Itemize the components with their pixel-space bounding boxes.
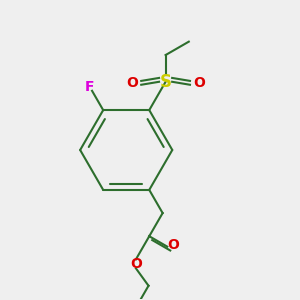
Text: S: S: [160, 73, 172, 91]
Text: F: F: [85, 80, 94, 94]
Text: O: O: [193, 76, 205, 90]
Text: O: O: [130, 257, 142, 271]
Text: O: O: [167, 238, 179, 252]
Text: O: O: [126, 76, 138, 90]
